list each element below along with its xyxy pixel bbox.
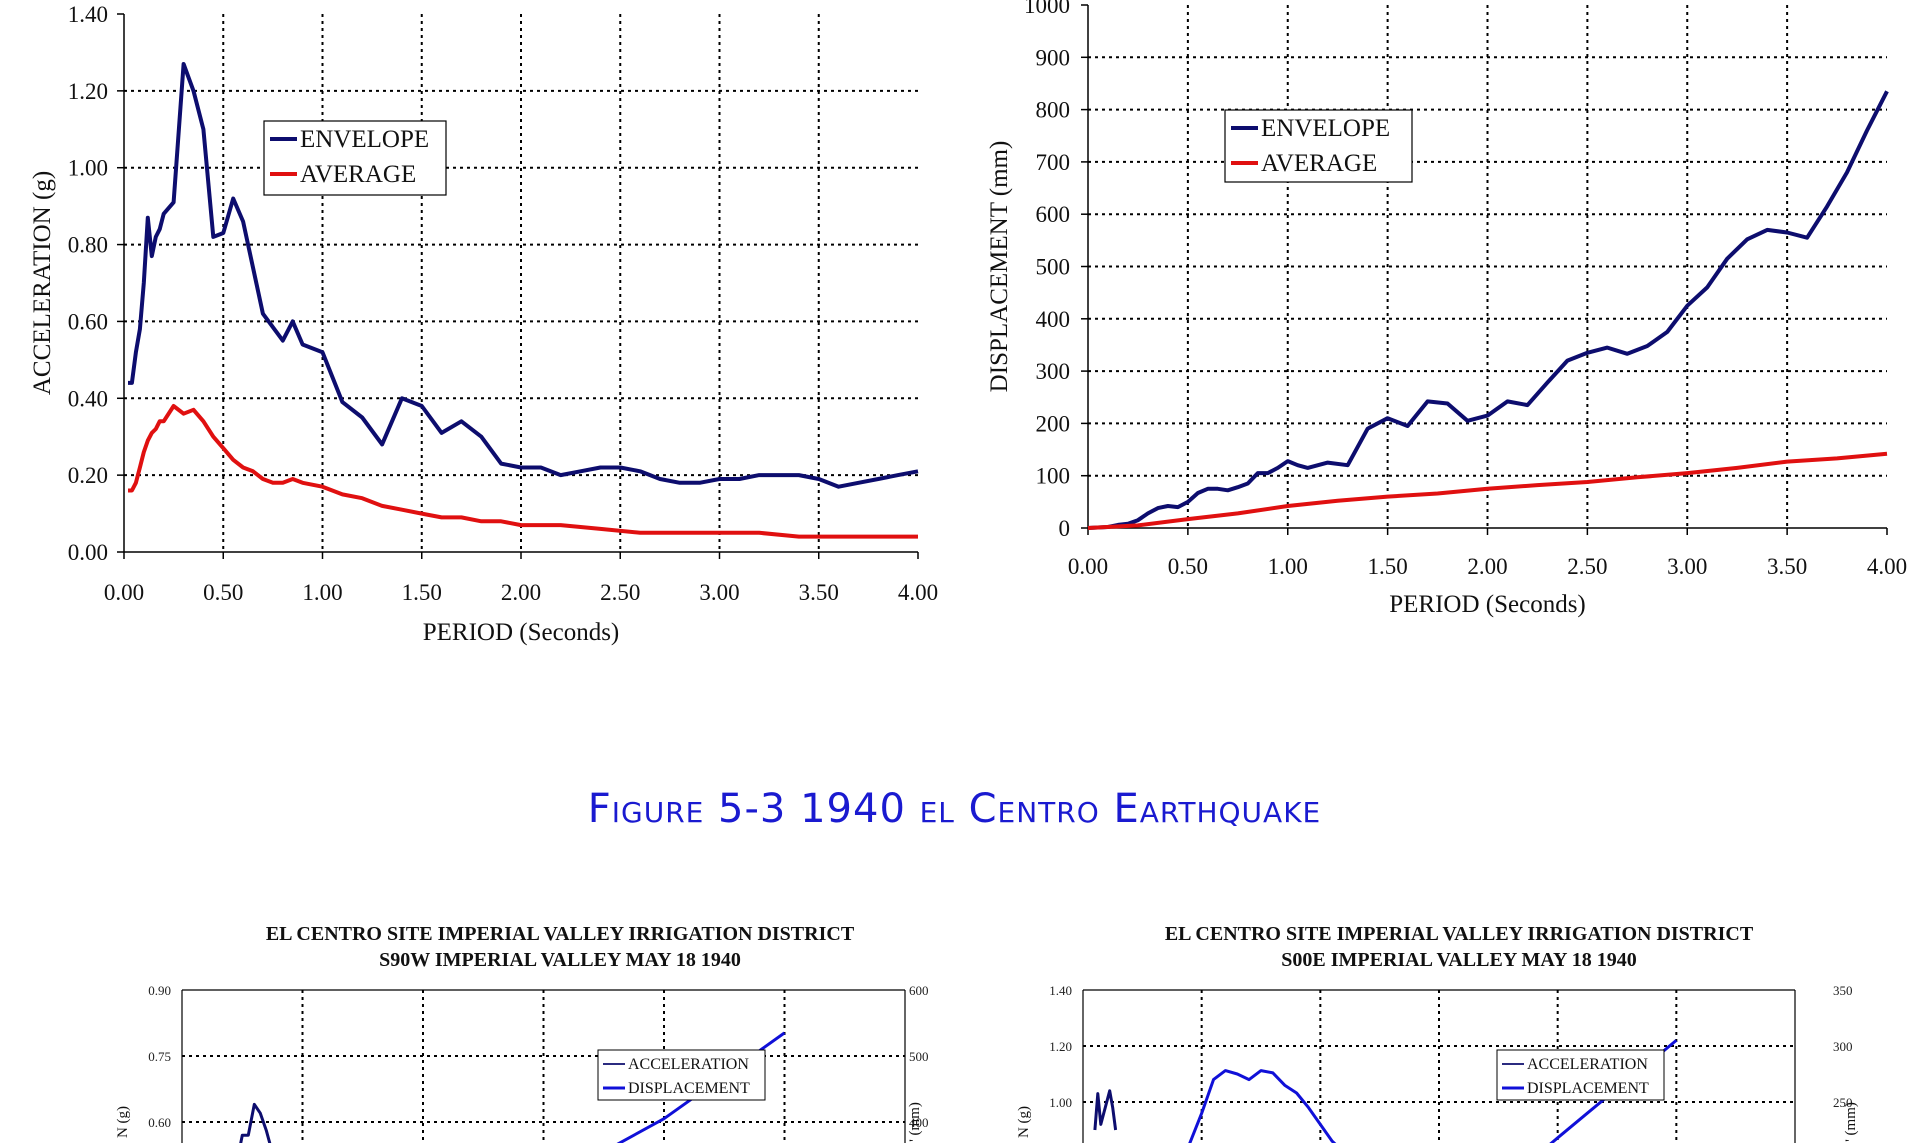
series-line-acceleration [1093,1089,1118,1131]
legend: ENVELOPE AVERAGE [1224,109,1413,183]
legend-label: ENVELOPE [300,126,429,153]
legend-box [263,120,447,196]
legend-box [1496,1049,1665,1101]
legend-label: ENVELOPE [1261,115,1390,142]
grid [124,14,918,552]
y-right-tick-label: 400 [909,1115,929,1130]
y-tick-label: 1.00 [68,156,108,181]
chart-title-line-1: EL CENTRO SITE IMPERIAL VALLEY IRRIGATIO… [1165,923,1754,945]
y-tick-label: 500 [1036,255,1071,280]
y-tick-label: 0.80 [68,233,108,258]
series-line-envelope [128,62,919,489]
chart-title-line-2: S90W IMPERIAL VALLEY MAY 18 1940 [379,949,741,971]
y-tick-label: 700 [1036,150,1071,175]
y-left-tick-label: 0.90 [148,983,171,998]
acceleration-chart: 0.00 0.50 1.00 1.50 2.00 2.50 3.00 3.50 4.00 0.00… [29,2,938,646]
series-line-envelope [1087,90,1889,530]
s00e-chart: EL CENTRO SITE IMPERIAL VALLEY IRRIGATIO… [1016,923,1859,1143]
chart-title-line-2: S00E IMPERIAL VALLEY MAY 18 1940 [1281,949,1636,971]
series-line-average [1087,451,1888,530]
y-tick-label: 200 [1036,411,1071,436]
legend-label: DISPLACEMENT [1527,1080,1649,1097]
x-tick-label: 0.00 [104,580,144,605]
legend-label: ACCELERATION [628,1056,749,1073]
y-right-axis-title: ' (mm) [907,1102,923,1142]
y-tick-label: 400 [1036,307,1071,332]
x-axis-title: PERIOD (Seconds) [1389,591,1586,618]
x-tick-label: 2.00 [1467,554,1507,579]
y-tick-label: 600 [1036,202,1071,227]
x-tick-label: 2.50 [600,580,640,605]
x-axis-title: PERIOD (Seconds) [423,619,620,646]
y-tick-label: 1.40 [68,2,108,27]
legend-label: DISPLACEMENT [628,1080,750,1097]
chart-title-line-1: EL CENTRO SITE IMPERIAL VALLEY IRRIGATIO… [266,923,855,945]
x-tick-label: 1.50 [402,580,442,605]
y-left-axis-title: N (g) [1016,1106,1032,1138]
x-tick-label: 3.50 [799,580,839,605]
y-tick-label: 0 [1059,516,1071,541]
grid [1088,5,1887,528]
series-line-displacement [1188,1069,1337,1143]
x-tick-label: 2.00 [501,580,541,605]
y-axis-title: DISPLACEMENT (mm) [986,141,1013,393]
x-tick-label: 4.00 [1867,554,1907,579]
y-right-tick-label: 350 [1833,983,1853,998]
legend: ENVELOPE AVERAGE [263,120,447,196]
x-tick-label: 0.50 [203,580,243,605]
y-left-tick-label: 1.20 [1049,1039,1072,1054]
y-left-tick-label: 0.60 [148,1115,171,1130]
legend-label: AVERAGE [300,161,416,188]
legend-box [1224,109,1413,183]
x-tick-label: 3.00 [699,580,739,605]
y-left-tick-label: 1.40 [1049,983,1072,998]
x-tick-label: 1.50 [1368,554,1408,579]
y-tick-label: 0.20 [68,463,108,488]
y-tick-label: 100 [1036,464,1071,489]
y-tick-label: 0.40 [68,386,108,411]
y-axis-title: ACCELERATION (g) [29,171,56,395]
x-tick-label: 0.00 [1068,554,1108,579]
x-tick-label: 0.50 [1168,554,1208,579]
x-tick-label: 4.00 [898,580,938,605]
legend-box [597,1049,766,1101]
legend: ACCELERATION DISPLACEMENT [1496,1049,1665,1101]
x-tick-label: 2.50 [1567,554,1607,579]
y-tick-label: 0.00 [68,540,108,565]
y-left-tick-label: 1.00 [1049,1095,1072,1110]
legend-label: ACCELERATION [1527,1056,1648,1073]
displacement-chart: 0.00 0.50 1.00 1.50 2.00 2.50 3.00 3.50 4.00 0 100… [986,0,1907,618]
y-left-tick-label: 0.75 [148,1049,171,1064]
y-right-tick-label: 300 [1833,1039,1853,1054]
y-tick-label: 1.20 [68,79,108,104]
legend: ACCELERATION DISPLACEMENT [597,1049,766,1101]
y-tick-label: 0.60 [68,309,108,334]
series-line-acceleration [239,1102,272,1143]
y-right-tick-label: 250 [1833,1095,1853,1110]
s90w-chart: EL CENTRO SITE IMPERIAL VALLEY IRRIGATIO… [115,923,929,1143]
y-right-tick-label: 500 [909,1049,929,1064]
y-tick-label: 1000 [1024,0,1070,18]
x-tick-label: 1.00 [302,580,342,605]
figure-caption: Figure 5-3 1940 el Centro Earthquake [587,786,1322,832]
y-tick-label: 900 [1036,45,1071,70]
y-tick-label: 300 [1036,359,1071,384]
y-tick-label: 800 [1036,98,1071,123]
y-left-axis-title: N (g) [115,1106,131,1138]
x-tick-label: 3.50 [1767,554,1807,579]
y-right-axis-title: ' (mm) [1843,1102,1859,1142]
legend-label: AVERAGE [1261,150,1377,177]
y-right-tick-label: 600 [909,983,929,998]
x-tick-label: 3.00 [1667,554,1707,579]
series-line-average [128,404,918,539]
x-tick-label: 1.00 [1268,554,1308,579]
